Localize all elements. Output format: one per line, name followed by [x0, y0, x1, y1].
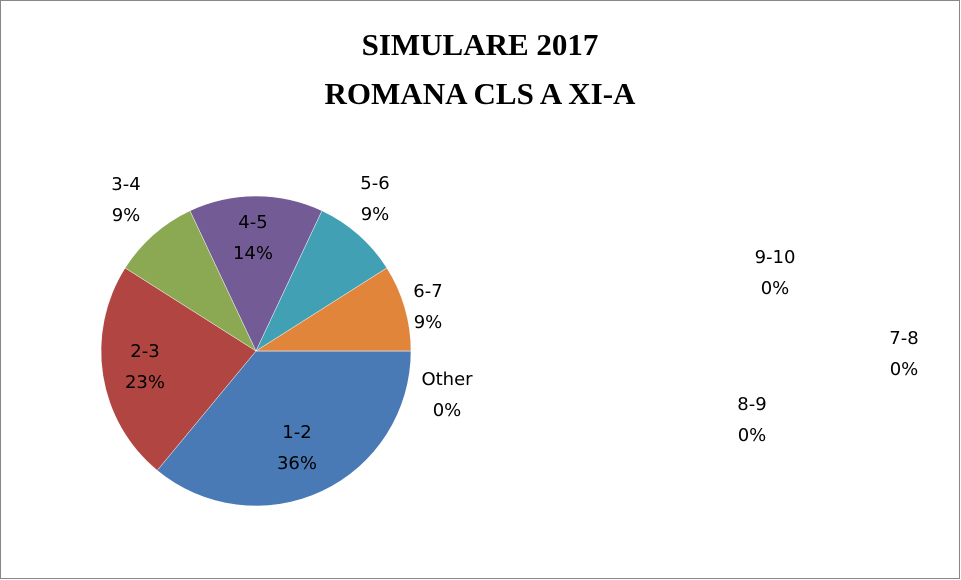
- pie-slice: [156, 350, 412, 507]
- slice-label: 5-6: [360, 173, 389, 194]
- secondary-value-label: 0%: [738, 425, 767, 446]
- slice-value-label: 36%: [277, 453, 317, 474]
- chart-title: ROMANA CLS A XI-A: [325, 76, 637, 111]
- slice-value-label: 23%: [125, 372, 165, 393]
- slice-value-label: 0%: [433, 400, 462, 421]
- secondary-value-label: 0%: [890, 359, 919, 380]
- slice-value-label: 9%: [361, 204, 390, 225]
- pie-slice: [255, 267, 412, 352]
- secondary-label: 8-9: [737, 394, 766, 415]
- pie-slice: [189, 195, 323, 352]
- pie-slice: [124, 210, 257, 352]
- slice-label: 2-3: [130, 341, 159, 362]
- slice-label: Other: [421, 369, 473, 390]
- pie-slice: [255, 210, 388, 352]
- chart-title: SIMULARE 2017: [362, 27, 599, 62]
- slice-label: 1-2: [282, 422, 311, 443]
- slice-label: 3-4: [111, 174, 140, 195]
- secondary-label: 7-8: [889, 328, 918, 349]
- slice-label: 4-5: [238, 212, 267, 233]
- slice-label: 6-7: [413, 281, 442, 302]
- slice-value-label: 14%: [233, 243, 273, 264]
- pie-slice: [100, 267, 257, 471]
- slice-value-label: 9%: [414, 312, 443, 333]
- secondary-value-label: 0%: [761, 278, 790, 299]
- slice-value-label: 9%: [112, 205, 141, 226]
- secondary-label: 9-10: [755, 247, 796, 268]
